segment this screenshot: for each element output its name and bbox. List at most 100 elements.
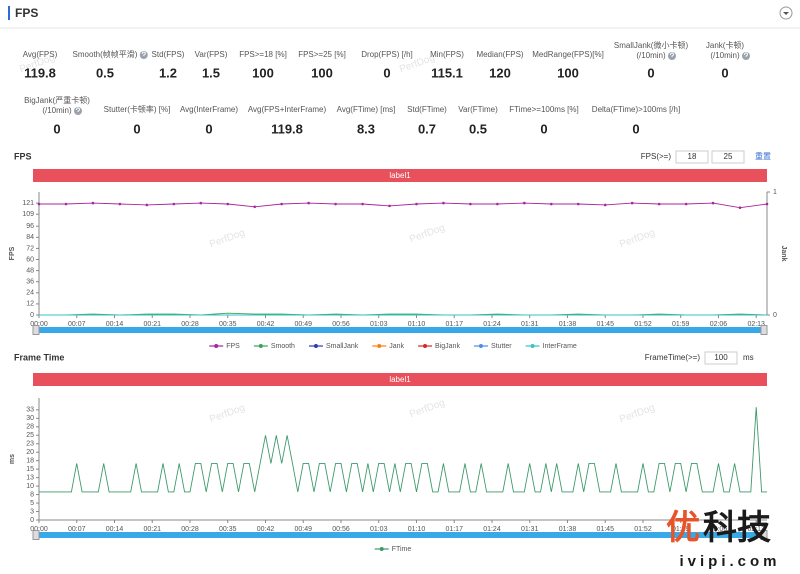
series-point (738, 206, 742, 210)
input-value: 25 (724, 152, 733, 161)
y-tick-label: 72 (26, 245, 34, 252)
legend-label: FPS (226, 343, 240, 350)
series-point (226, 202, 230, 206)
y2-tick-label: 1 (773, 189, 777, 196)
legend-label: InterFrame (543, 343, 577, 350)
slider-handle[interactable] (760, 325, 768, 335)
input-box (711, 150, 745, 164)
threshold-label: FrameTime(>=) (645, 353, 701, 362)
y-tick-label: 0 (30, 517, 34, 524)
slider-handle[interactable] (32, 530, 40, 540)
x-tick-label: 01:03 (370, 321, 388, 328)
x-tick-label: 00:21 (143, 321, 161, 328)
legend-item[interactable]: Jank (372, 343, 405, 350)
legend-item[interactable]: FTime (374, 546, 412, 553)
series-point (549, 202, 553, 206)
stat-label: Avg(FTime) [ms] (337, 105, 396, 114)
help-mark (670, 52, 674, 57)
legend-item[interactable]: InterFrame (525, 343, 577, 350)
slider-handle[interactable] (760, 530, 768, 540)
stat-label: Min(FPS) (430, 50, 464, 59)
legend-dot (214, 344, 219, 348)
stat-label: Median(FPS) (476, 50, 523, 59)
series-point (523, 201, 526, 205)
legend-item[interactable]: Smooth (253, 343, 295, 350)
legend-item[interactable]: BigJank (418, 343, 460, 350)
stat-label: Smooth(帧帧平滑) (73, 49, 138, 59)
x-tick-label: 02:06 (710, 526, 728, 533)
series-point (603, 203, 607, 207)
reset-link[interactable]: 重置 (755, 151, 771, 161)
x-tick-label: 00:56 (332, 526, 350, 533)
y-tick-label: 24 (26, 290, 34, 297)
legend-dot (530, 344, 535, 348)
stat-label: SmallJank(微小卡顿) (614, 40, 689, 50)
stat-label: Jank(卡顿) (706, 40, 745, 50)
x-tick-label: 00:42 (257, 526, 275, 533)
legend-dot (258, 344, 263, 348)
y-tick-label: 33 (26, 407, 34, 414)
y-tick-label: 15 (26, 466, 34, 473)
series-point (442, 201, 445, 205)
legend-label: SmallJank (326, 343, 359, 350)
threshold-input[interactable]: 18 (675, 150, 709, 164)
stat-value: 100 (557, 65, 579, 80)
stat-value: 100 (311, 65, 333, 80)
threshold-input[interactable]: 25 (711, 150, 745, 164)
threshold-input[interactable]: 100 (704, 351, 738, 365)
legend-dot (423, 344, 428, 348)
help-icon[interactable] (668, 52, 677, 60)
series-point (118, 202, 122, 206)
series-point (145, 203, 149, 207)
y-tick-label: 3 (30, 508, 34, 515)
slider-handle[interactable] (32, 325, 40, 335)
x-tick-label: 00:07 (68, 321, 86, 328)
help-icon[interactable] (74, 107, 83, 115)
stat-value: 119.8 (271, 121, 303, 136)
stat-value: 0 (647, 65, 654, 80)
x-tick-label: 00:49 (294, 321, 312, 328)
zoom-slider[interactable] (33, 327, 767, 333)
legend-item[interactable]: FPS (209, 343, 240, 350)
help-mark (76, 107, 80, 112)
series-point (765, 202, 769, 206)
y-tick-label: 28 (26, 424, 34, 431)
stat-value: 0.5 (469, 121, 487, 136)
stat-value: 0 (540, 121, 547, 136)
x-tick-label: 01:10 (408, 526, 426, 533)
stat-label: Delta(FTime)>100ms [/h] (592, 105, 680, 114)
legend-dot (313, 344, 318, 348)
input-value: 100 (714, 353, 728, 362)
x-tick-label: 01:03 (370, 526, 388, 533)
brand-mark: 优 (666, 509, 700, 547)
legend-label: Smooth (271, 343, 295, 350)
x-tick-label: 00:00 (30, 526, 48, 533)
x-tick-label: 00:42 (257, 321, 275, 328)
zoom-slider[interactable] (33, 532, 767, 538)
stat-label: MedRange(FPS)[%] (532, 50, 604, 59)
threshold-unit: ms (743, 353, 754, 362)
x-tick-label: 02:06 (710, 321, 728, 328)
collapse-button[interactable] (779, 6, 793, 20)
x-tick-label: 00:28 (181, 321, 199, 328)
stat-value: 120 (489, 65, 511, 80)
stat-label: FPS>=25 [%] (298, 50, 346, 59)
help-icon[interactable] (742, 52, 751, 60)
series-point (172, 202, 176, 206)
help-mark (744, 52, 748, 57)
series-point (64, 202, 68, 206)
x-tick-label: 01:52 (634, 526, 652, 533)
y-tick-label: 18 (26, 458, 34, 465)
stat-label: (/10min) (710, 51, 740, 60)
help-icon[interactable] (139, 51, 148, 59)
legend-item[interactable]: Stutter (473, 343, 512, 350)
stat-label: Std(FPS) (152, 50, 185, 59)
x-tick-label: 02:13 (747, 526, 765, 533)
label-band (33, 373, 767, 386)
y-tick-label: 5 (30, 500, 34, 507)
legend-item[interactable]: SmallJank (308, 343, 359, 350)
stat-value: 8.3 (357, 121, 375, 136)
y-tick-label: 84 (26, 234, 34, 241)
stat-value: 1.5 (202, 65, 220, 80)
x-tick-label: 01:59 (672, 526, 690, 533)
